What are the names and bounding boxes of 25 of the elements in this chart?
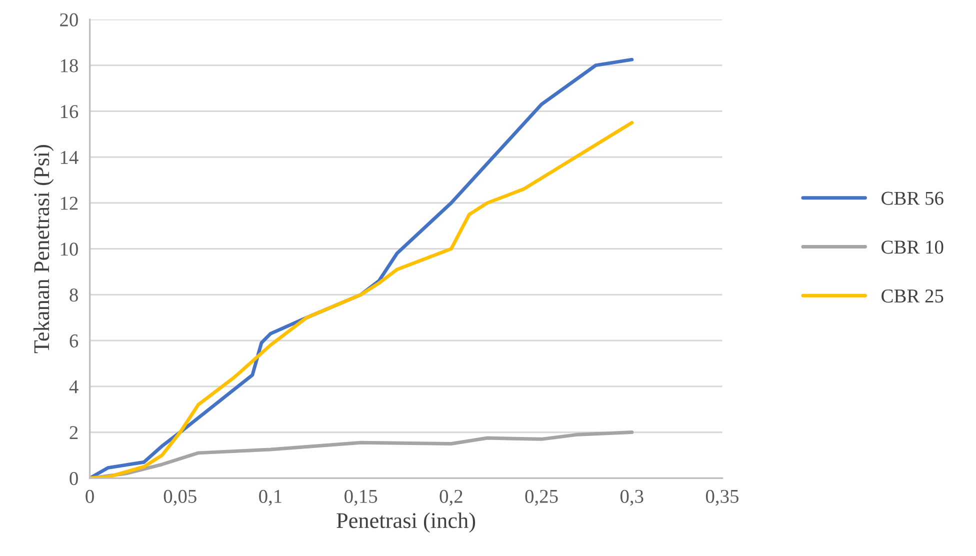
y-tick-label: 14 [60,150,78,164]
x-tick-label: 0 [86,490,94,503]
y-tick-label: 18 [60,59,78,72]
y-tick-label: 10 [60,242,78,256]
y-axis-title: Tekanan Penetrasi (Psi) [34,145,54,354]
x-tick-label: 0,15 [344,490,378,506]
legend-label: CBR 56 [882,192,944,205]
y-tick-label: 0 [70,472,78,486]
y-tick-label: 4 [69,380,78,394]
legend-label: CBR 10 [882,240,944,254]
y-tick-label: 8 [70,288,78,302]
x-tick-label: 0,1 [259,490,282,506]
x-tick-label: 0,2 [440,490,462,506]
x-axis-title: Penetrasi (inch) [336,512,476,533]
x-tick-label: 0,05 [164,490,196,506]
y-tick-label: 20 [60,13,78,26]
x-tick-label: 0,25 [525,490,558,506]
x-tick-label: 0,35 [706,490,738,506]
legend-label: CBR 25 [882,290,944,303]
y-tick-label: 12 [60,196,78,210]
x-tick-label: 0,3 [620,490,644,506]
y-tick-label: 6 [70,334,78,348]
y-tick-label: 2 [70,426,78,440]
y-tick-label: 16 [60,105,78,118]
line-series [90,430,634,478]
